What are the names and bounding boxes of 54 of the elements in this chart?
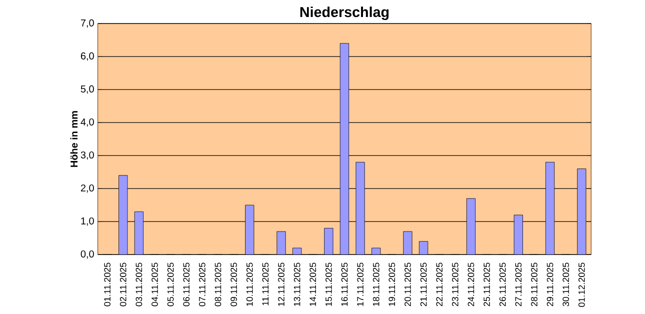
x-tick-label: 07.11.2025 bbox=[199, 262, 206, 306]
x-tick-label: 30.11.2025 bbox=[562, 262, 570, 306]
x-tick-label: 22.11.2025 bbox=[436, 262, 443, 306]
bar bbox=[340, 43, 350, 255]
bar bbox=[118, 175, 128, 255]
x-tick-label: 19.11.2025 bbox=[388, 262, 396, 306]
bar bbox=[466, 198, 476, 255]
x-tick-label: 26.11.2025 bbox=[499, 262, 506, 306]
x-tick-label: 16.11.2025 bbox=[341, 262, 348, 306]
bar bbox=[403, 231, 412, 255]
y-tick-label: 7,0 bbox=[80, 19, 94, 28]
y-tick-label: 3,0 bbox=[80, 151, 94, 160]
x-tick-label: 29.11.2025 bbox=[546, 262, 554, 306]
x-tick-label: 28.11.2025 bbox=[531, 262, 538, 306]
x-tick-label: 25.11.2025 bbox=[484, 262, 490, 306]
bar bbox=[356, 162, 365, 255]
bar bbox=[545, 162, 555, 255]
x-tick-label: 23.11.2025 bbox=[452, 262, 458, 306]
x-tick-label: 21.11.2025 bbox=[420, 262, 427, 306]
y-tick-label: 4,0 bbox=[80, 118, 94, 127]
x-tick-label: 17.11.2025 bbox=[357, 262, 364, 306]
x-tick-label: 11.11.2025 bbox=[262, 262, 269, 306]
x-tick-label: 05.11.2025 bbox=[167, 262, 174, 306]
x-tick-label: 09.11.2025 bbox=[230, 262, 237, 306]
bar bbox=[245, 204, 254, 255]
x-tick-label: 15.11.2025 bbox=[325, 262, 332, 306]
x-tick-label: 10.11.2025 bbox=[246, 262, 253, 306]
y-tick-label: 0,0 bbox=[80, 250, 94, 259]
y-axis-title: Höhe in mm bbox=[70, 111, 78, 167]
y-tick-label: 1,0 bbox=[81, 217, 94, 226]
y-tick-label: 6,0 bbox=[80, 52, 94, 61]
x-tick-label: 06.11.2025 bbox=[183, 262, 190, 306]
y-tick-label: 2,0 bbox=[80, 184, 94, 193]
x-tick-label: 18.11.2025 bbox=[372, 262, 380, 306]
x-tick-label: 14.11.2025 bbox=[310, 262, 316, 306]
bar bbox=[514, 214, 523, 255]
x-tick-label: 02.11.2025 bbox=[120, 262, 126, 306]
x-tick-label: 24.11.2025 bbox=[468, 262, 474, 306]
x-tick-label: 01.11.2025 bbox=[104, 262, 110, 306]
x-tick-label: 04.11.2025 bbox=[152, 262, 158, 306]
bar bbox=[276, 231, 286, 255]
x-tick-label: 20.11.2025 bbox=[404, 262, 411, 306]
x-tick-label: 03.11.2025 bbox=[136, 262, 142, 306]
bar bbox=[324, 228, 334, 255]
x-tick-label: 27.11.2025 bbox=[515, 262, 522, 306]
x-tick-label: 12.11.2025 bbox=[278, 262, 284, 306]
y-tick-label: 5,0 bbox=[80, 85, 94, 94]
x-tick-label: 01.12.2025 bbox=[578, 262, 585, 307]
bar bbox=[419, 241, 428, 255]
bar bbox=[577, 168, 586, 255]
x-tick-label: 13.11.2025 bbox=[294, 262, 300, 306]
chart-title: Niederschlag bbox=[300, 6, 389, 20]
x-tick-label: 08.11.2025 bbox=[214, 262, 222, 306]
bar bbox=[134, 211, 144, 255]
